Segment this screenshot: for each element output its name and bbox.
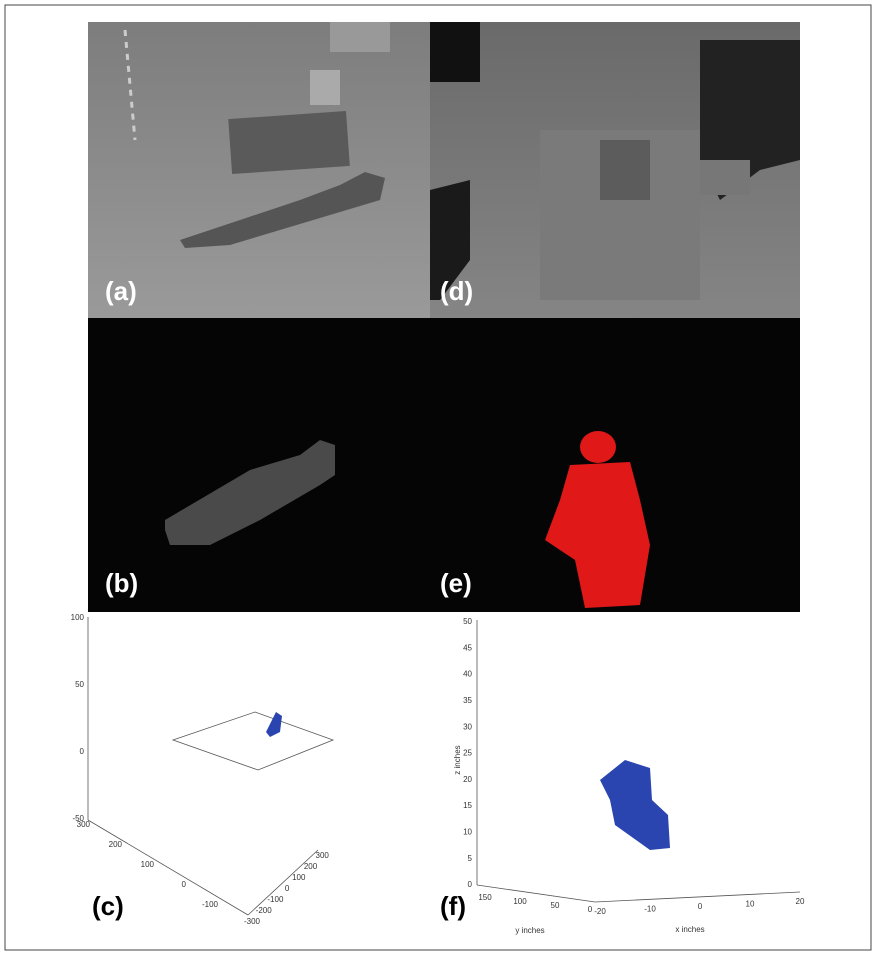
panel-label: (c) [92, 891, 124, 921]
panel-a [88, 22, 430, 318]
page: {"panels": { "a": {"label": "(a)"}, "b":… [0, 0, 877, 955]
x-tick-label: 10 [746, 900, 755, 909]
z-axis-label: z inches [453, 745, 462, 774]
z-tick-label: 0 [468, 880, 473, 889]
panel-label: (b) [105, 568, 138, 598]
y-tick-label: 300 [77, 820, 91, 829]
y-tick-label: -100 [202, 900, 219, 909]
panel-c [88, 617, 333, 915]
z-tick-label: 20 [463, 775, 472, 784]
x-tick-label: 20 [796, 897, 805, 906]
z-tick-label: 100 [71, 613, 85, 622]
z-tick-label: 0 [80, 747, 85, 756]
y-tick-label: 200 [109, 840, 123, 849]
z-tick-label: 50 [75, 680, 84, 689]
x-tick-label: -300 [244, 917, 261, 926]
panel-b [88, 318, 430, 612]
z-tick-label: 35 [463, 696, 472, 705]
y-tick-label: 0 [588, 905, 593, 914]
panel-label: (e) [440, 568, 472, 598]
y-tick-label: 0 [182, 880, 187, 889]
z-tick-label: 10 [463, 828, 472, 837]
y-tick-label: 150 [478, 893, 492, 902]
point-cloud [600, 760, 670, 850]
figure: (a)(d)(b)(e)(c)(f)100500-503002001000-10… [0, 0, 877, 955]
x-tick-label: 200 [304, 862, 318, 871]
x-tick-label: 100 [292, 873, 306, 882]
y-tick-label: 100 [513, 897, 527, 906]
z-tick-label: 25 [463, 749, 472, 758]
x-axis-label: x inches [675, 925, 704, 934]
x-tick-label: -10 [644, 905, 656, 914]
x-tick-label: 300 [316, 851, 330, 860]
z-tick-label: 50 [463, 617, 472, 626]
z-tick-label: 40 [463, 670, 472, 679]
panel-f [477, 620, 800, 902]
y-tick-label: 100 [141, 860, 155, 869]
panel-e [430, 318, 800, 612]
panel-label: (a) [105, 276, 137, 306]
z-tick-label: 30 [463, 722, 472, 731]
point-cloud [266, 712, 282, 737]
z-tick-label: 5 [468, 854, 473, 863]
panel-label: (d) [440, 276, 473, 306]
x-tick-label: -200 [256, 906, 273, 915]
y-tick-label: 50 [551, 901, 560, 910]
x-tick-label: -100 [267, 895, 284, 904]
x-tick-label: 0 [285, 884, 290, 893]
x-tick-label: -20 [594, 907, 606, 916]
z-tick-label: 45 [463, 643, 472, 652]
z-tick-label: 15 [463, 801, 472, 810]
panel-label: (f) [440, 891, 466, 921]
x-tick-label: 0 [698, 902, 703, 911]
y-axis-label: y inches [515, 926, 544, 935]
panel-d [430, 22, 800, 318]
